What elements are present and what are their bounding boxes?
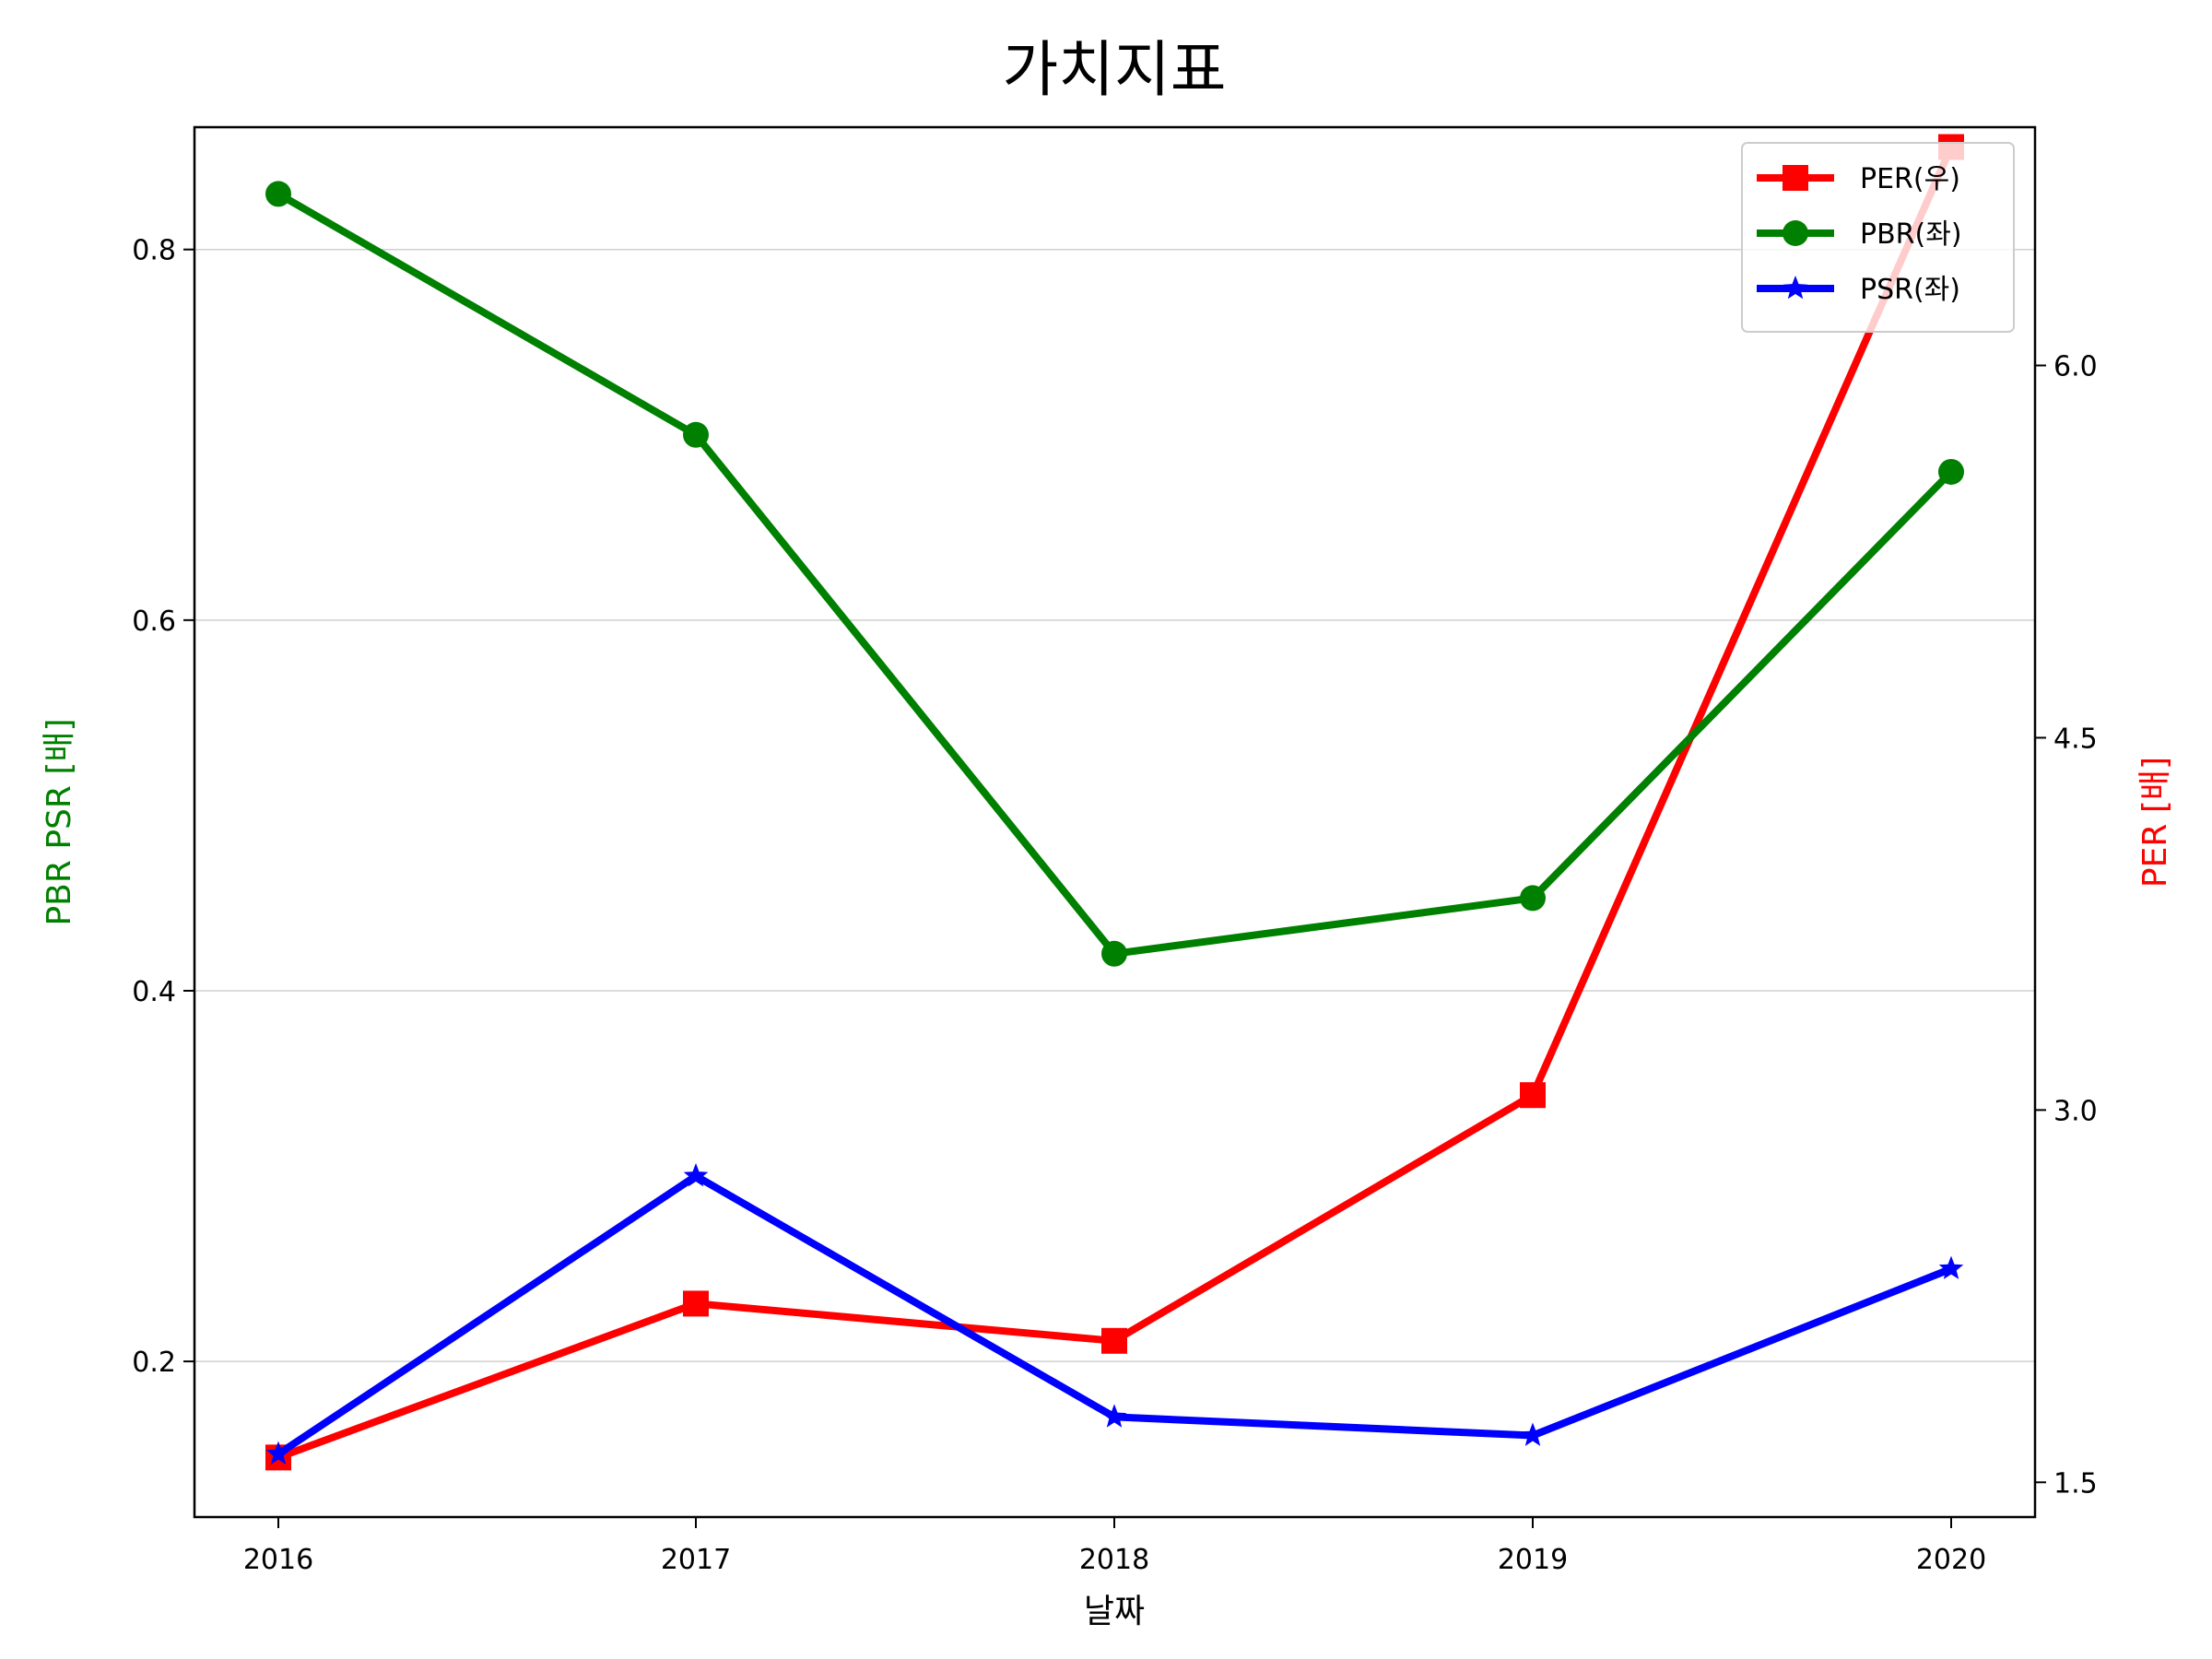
right-tick-label: 4.5 — [2053, 723, 2098, 755]
data-point — [1938, 459, 1964, 485]
data-point — [1520, 885, 1546, 911]
right-tick-label: 1.5 — [2053, 1467, 2098, 1500]
data-point — [1101, 941, 1127, 967]
left-tick-label: 0.6 — [132, 606, 176, 638]
legend: PER(우) PBR(좌) PSR(좌) — [1742, 143, 2014, 332]
left-tick-label: 0.4 — [132, 976, 176, 1008]
right-axis-label: PER [배] — [2136, 757, 2174, 888]
legend-label: PSR(좌) — [1860, 274, 1960, 306]
legend-label: PER(우) — [1860, 163, 1960, 195]
x-axis-label: 날짜 — [1084, 1593, 1145, 1630]
legend-marker — [1783, 220, 1808, 246]
right-tick-label: 6.0 — [2053, 351, 2098, 383]
data-point — [265, 181, 291, 206]
legend-marker — [1783, 165, 1808, 191]
x-tick-label: 2017 — [661, 1544, 731, 1576]
legend-label: PBR(좌) — [1860, 218, 1962, 251]
right-tick-label: 3.0 — [2053, 1095, 2098, 1127]
data-point — [1101, 1328, 1127, 1354]
chart-title: 가치지표 — [1003, 34, 1227, 105]
data-point — [683, 422, 709, 448]
left-tick-label: 0.2 — [132, 1347, 176, 1379]
left-tick-label: 0.8 — [132, 235, 176, 267]
x-tick-label: 2016 — [243, 1544, 313, 1576]
data-point — [1520, 1082, 1546, 1108]
x-tick-label: 2019 — [1498, 1544, 1568, 1576]
data-point — [683, 1290, 709, 1316]
x-tick-label: 2020 — [1916, 1544, 1986, 1576]
x-tick-label: 2018 — [1079, 1544, 1149, 1576]
left-axis-label: PBR PSR [배] — [41, 718, 78, 925]
